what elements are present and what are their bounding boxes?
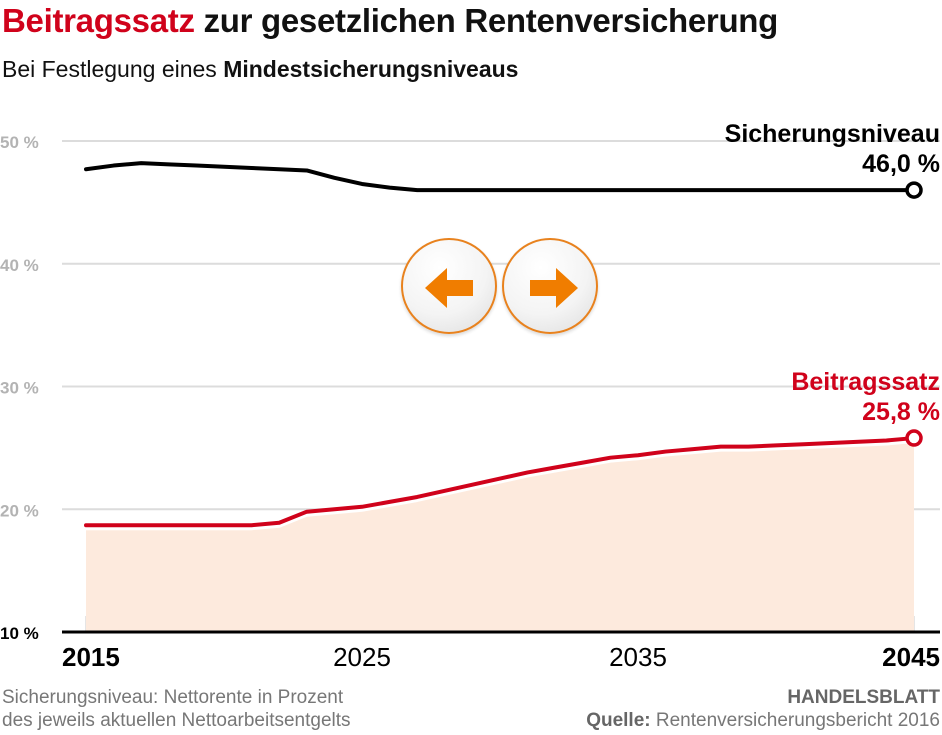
- next-button[interactable]: [502, 238, 598, 334]
- footnote-line-1: Sicherungsniveau: Nettorente in Prozent: [2, 687, 344, 708]
- sicherungsniveau-end-marker: [905, 181, 923, 199]
- footnote-line-2: des jeweils aktuellen Nettoarbeitsentgel…: [2, 710, 351, 731]
- sicherungsniveau-value-label: 46,0 %: [862, 150, 940, 178]
- subtitle-bold: Mindestsicherungsniveaus: [223, 56, 519, 82]
- arrow-left-icon: [425, 268, 473, 308]
- subtitle-plain: Bei Festlegung eines: [2, 56, 224, 82]
- footnote: Sicherungsniveau: Nettorente in Prozent …: [2, 686, 351, 732]
- credits: HANDELSBLATT Quelle: Rentenversicherungs…: [586, 686, 940, 732]
- source-text: Rentenversicherungsbericht 2016: [650, 710, 940, 731]
- arrow-right-icon: [530, 268, 578, 308]
- source-label: Quelle:: [586, 710, 651, 731]
- x-tick-label: 2035: [609, 642, 667, 672]
- title-rest: zur gesetzlichen Rentenversicherung: [194, 2, 779, 39]
- beitragssatz-halo: [86, 439, 915, 531]
- brand-logo: HANDELSBLATT: [787, 687, 940, 708]
- y-axis: 10 % 20 % 30 % 40 % 50 %: [0, 133, 39, 643]
- y-tick-label: 40 %: [0, 256, 39, 275]
- x-tick-label: 2045: [882, 642, 940, 672]
- chart-title: Beitragssatz zur gesetzlichen Rentenvers…: [2, 2, 778, 40]
- y-tick-label: 20 %: [0, 501, 39, 520]
- area-layer: [86, 438, 915, 632]
- sicherungsniveau-line: [84, 161, 916, 193]
- beitragssatz-label: Beitragssatz: [791, 368, 940, 396]
- sicherungsniveau-label: Sicherungsniveau: [725, 120, 940, 148]
- chart-subtitle: Bei Festlegung eines Mindestsicherungsni…: [2, 56, 518, 83]
- x-tick-label: 2025: [333, 642, 391, 672]
- y-tick-label: 10 %: [0, 624, 39, 643]
- line-layer: [84, 161, 923, 528]
- x-tick-label: 2015: [62, 642, 120, 672]
- beitragssatz-end-marker: [905, 429, 923, 447]
- x-axis: 2015 2025 2035 2045: [62, 630, 940, 672]
- y-tick-label: 30 %: [0, 379, 39, 398]
- beitragssatz-area: [86, 438, 914, 632]
- beitragssatz-value-label: 25,8 %: [862, 398, 940, 426]
- y-tick-label: 50 %: [0, 133, 39, 152]
- prev-button[interactable]: [401, 238, 497, 334]
- title-accent: Beitragssatz: [2, 2, 195, 39]
- beitragssatz-line: [84, 436, 916, 528]
